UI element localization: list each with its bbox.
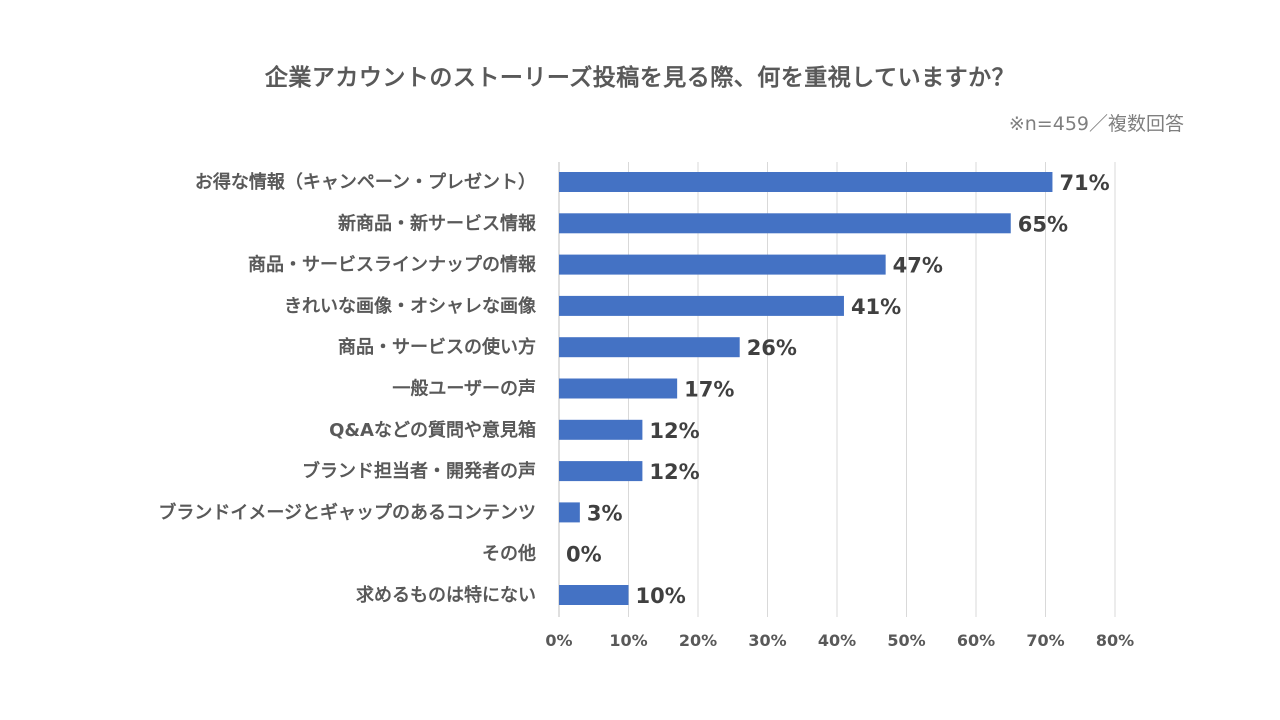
bar: [559, 213, 1011, 234]
data-label: 0%: [566, 543, 602, 567]
data-label: 47%: [893, 254, 943, 278]
bar: [559, 254, 886, 275]
bar: [559, 378, 678, 399]
chart-subtitle: ※n=459／複数回答: [1008, 113, 1184, 135]
category-label: ブランドイメージとギャップのあるコンテンツ: [158, 501, 536, 523]
data-labels: 71% 65% 47% 41% 26% 17% 12% 12% 3% 0% 10%: [566, 171, 1110, 608]
bar: [559, 295, 844, 316]
x-tick-label: 20%: [679, 631, 717, 650]
x-tick-label: 50%: [887, 631, 925, 650]
bar: [559, 461, 643, 482]
category-label: 求めるものは特にない: [356, 584, 536, 606]
category-label: ブランド担当者・開発者の声: [302, 460, 536, 482]
x-tick-label: 30%: [748, 631, 786, 650]
category-label: その他: [482, 543, 536, 565]
category-label: お得な情報（キャンペーン・プレゼント）: [195, 171, 536, 193]
data-label: 10%: [636, 584, 686, 608]
category-label: 新商品・新サービス情報: [338, 212, 537, 234]
bars: [559, 172, 1053, 605]
x-tick-label: 0%: [545, 631, 572, 650]
bar: [559, 502, 580, 523]
category-label: きれいな画像・オシャレな画像: [284, 296, 537, 317]
data-label: 12%: [649, 419, 699, 443]
category-labels: お得な情報（キャンペーン・プレゼント） 新商品・新サービス情報商品・サービスライン…: [158, 171, 537, 606]
bar: [559, 172, 1053, 192]
category-label: 一般ユーザーの声: [392, 378, 536, 400]
data-label: 41%: [851, 295, 901, 319]
data-label: 26%: [747, 336, 797, 360]
data-label: 3%: [587, 501, 623, 525]
x-tick-label: 60%: [957, 631, 995, 650]
category-label: 商品・サービスラインナップの情報: [248, 254, 537, 276]
chart-title: 企業アカウントのストーリーズ投稿を見る際、何を重視していますか？: [264, 65, 1016, 91]
x-tick-label: 40%: [818, 631, 856, 650]
bar: [559, 585, 629, 605]
x-tick-label: 10%: [609, 631, 647, 650]
x-axis-ticks: 0% 10% 20% 30% 40% 50% 60% 70% 80%: [545, 631, 1134, 650]
category-label: Q&Aなどの質問や意見箱: [329, 419, 536, 441]
x-tick-label: 80%: [1096, 631, 1134, 650]
x-tick-label: 70%: [1026, 631, 1064, 650]
bar: [559, 337, 740, 358]
bar: [559, 419, 643, 440]
data-label: 17%: [684, 378, 734, 402]
data-label: 12%: [649, 460, 699, 484]
data-label: 65%: [1018, 212, 1068, 236]
data-label: 71%: [1059, 171, 1109, 195]
category-label: 商品・サービスの使い方: [338, 336, 536, 358]
